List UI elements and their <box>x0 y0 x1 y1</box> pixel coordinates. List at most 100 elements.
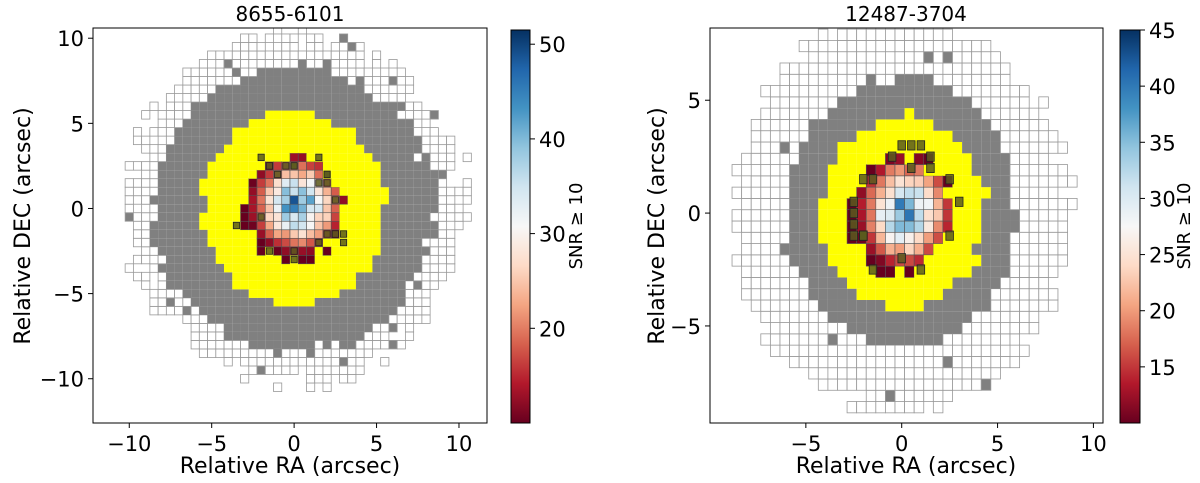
spaxel-yellow <box>248 272 258 281</box>
spaxel-outline <box>769 322 781 335</box>
spaxel-yellow <box>207 178 216 188</box>
spaxel-yellow <box>257 119 266 128</box>
spaxel-snr <box>273 178 283 188</box>
spaxel-outline <box>446 212 456 222</box>
spaxel-yellow <box>837 254 848 267</box>
spaxel-outline <box>124 178 134 188</box>
spaxel-gray <box>388 136 398 145</box>
spaxel-outline <box>322 357 332 367</box>
spaxel-yellow <box>215 161 225 171</box>
spaxel-outline <box>1019 243 1030 256</box>
spaxel-gray <box>339 306 348 315</box>
spaxel-outline <box>913 62 925 75</box>
spaxel-outline <box>789 119 800 132</box>
spaxel-gray <box>182 263 192 273</box>
spaxel-outline <box>1038 198 1049 211</box>
spaxel-outline <box>779 186 790 199</box>
spaxel-gray <box>215 110 225 120</box>
spaxel-gray <box>166 161 175 171</box>
spaxel-gray <box>265 102 274 111</box>
spaxel-yellow <box>952 209 963 221</box>
spaxel-outline <box>808 51 819 64</box>
spaxel-outline <box>990 119 1001 132</box>
spaxel-yellow <box>298 263 307 273</box>
spaxel-outline <box>980 344 992 357</box>
spaxel-yellow <box>248 263 258 273</box>
spaxel-gray <box>990 164 1001 176</box>
spaxel-snr <box>256 195 266 205</box>
spaxel-yellow <box>322 127 332 137</box>
spaxel-yellow <box>827 175 838 188</box>
spaxel-outline <box>760 141 771 154</box>
masked-spaxel-marker <box>945 174 954 185</box>
spaxel-yellow <box>875 141 886 154</box>
spaxel-gray <box>364 144 373 154</box>
spaxel-outline <box>1000 107 1011 120</box>
spaxel-gray <box>314 306 323 315</box>
spaxel-outline <box>942 389 953 402</box>
spaxel-snr <box>339 195 348 205</box>
spaxel-gray <box>232 331 241 341</box>
spaxel-outline <box>798 333 810 346</box>
spaxel-yellow <box>281 119 290 128</box>
spaxel-yellow <box>885 277 895 289</box>
spaxel-gray <box>199 289 208 298</box>
spaxel-snr <box>306 169 316 179</box>
spaxel-outline <box>240 50 250 60</box>
spaxel-gray <box>397 212 406 222</box>
spaxel-yellow <box>257 144 266 154</box>
spaxel-outline <box>1047 198 1059 211</box>
spaxel-gray <box>971 164 982 176</box>
spaxel-gray <box>215 263 225 273</box>
panel-1-colorbar-tick-label: 20 <box>539 317 566 341</box>
spaxel-outline <box>885 344 896 357</box>
spaxel-yellow <box>894 119 905 131</box>
spaxel-gray <box>818 187 828 199</box>
spaxel-outline <box>885 367 896 380</box>
spaxel-yellow <box>952 175 963 188</box>
panel-2-colorbar <box>1119 29 1141 424</box>
spaxel-yellow <box>818 209 828 221</box>
spaxel-outline <box>273 42 283 52</box>
spaxel-yellow <box>207 204 216 213</box>
spaxel-outline <box>913 356 925 369</box>
spaxel-outline <box>347 365 357 375</box>
spaxel-outline <box>231 50 241 60</box>
spaxel-outline <box>1009 152 1021 165</box>
spaxel-gray <box>894 311 905 323</box>
spaxel-gray <box>856 311 867 323</box>
spaxel-gray <box>355 76 365 86</box>
spaxel-gray <box>339 323 348 332</box>
spaxel-gray <box>166 144 175 154</box>
spaxel-outline <box>248 33 258 43</box>
spaxel-gray <box>405 195 414 205</box>
spaxel-outline <box>885 51 896 64</box>
spaxel-gray <box>827 266 838 278</box>
spaxel-gray <box>182 272 192 281</box>
spaxel-snr <box>314 212 324 222</box>
spaxel-gray <box>372 314 381 324</box>
spaxel-gray <box>808 130 819 142</box>
spaxel-outline <box>207 340 217 350</box>
spaxel-yellow <box>355 229 365 239</box>
spaxel-gray <box>405 204 414 213</box>
spaxel-outline <box>264 365 274 375</box>
spaxel-gray <box>290 331 299 341</box>
spaxel-gray <box>421 246 431 256</box>
spaxel-outline <box>750 186 762 199</box>
spaxel-gray <box>215 297 225 307</box>
spaxel-snr <box>281 178 291 188</box>
spaxel-gray <box>257 297 266 307</box>
spaxel-outline <box>971 96 982 109</box>
spaxel-snr <box>281 186 291 197</box>
spaxel-gray <box>933 85 943 97</box>
spaxel-gray <box>380 272 389 281</box>
spaxel-snr <box>289 229 299 239</box>
spaxel-yellow <box>240 246 249 256</box>
spaxel-gray <box>314 85 323 94</box>
spaxel-yellow <box>232 144 241 154</box>
spaxel-gray <box>388 263 398 273</box>
spaxel-yellow <box>273 144 282 154</box>
spaxel-gray <box>981 198 991 210</box>
spaxel-yellow <box>199 187 208 196</box>
